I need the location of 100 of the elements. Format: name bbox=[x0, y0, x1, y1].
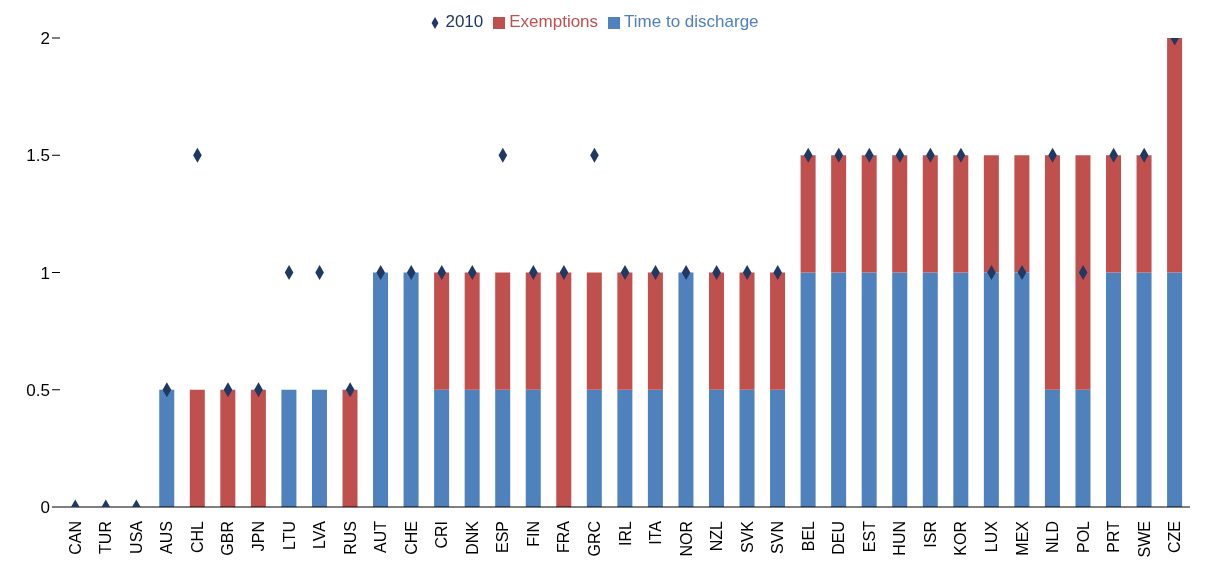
bar bbox=[220, 389, 236, 507]
bar bbox=[281, 389, 297, 507]
bar bbox=[586, 389, 602, 507]
x-tick-label: FRA bbox=[555, 520, 573, 553]
bar bbox=[495, 272, 511, 390]
y-tick-label: 1.5 bbox=[26, 146, 50, 166]
x-tick-label: SVK bbox=[738, 520, 756, 554]
bar bbox=[678, 272, 694, 507]
x-tick-label: HUN bbox=[891, 521, 909, 556]
bar bbox=[953, 155, 969, 273]
bar bbox=[861, 155, 877, 273]
bar bbox=[892, 272, 908, 507]
bar bbox=[617, 389, 633, 507]
bar bbox=[1106, 272, 1122, 507]
x-tick-label: CHL bbox=[188, 520, 206, 554]
bar bbox=[708, 272, 724, 390]
x-tick-label: NLD bbox=[1044, 521, 1062, 554]
bar bbox=[250, 389, 266, 507]
x-tick-label: EST bbox=[860, 520, 878, 553]
bar bbox=[525, 272, 541, 390]
bar bbox=[1106, 155, 1122, 273]
bar bbox=[373, 272, 389, 507]
x-tick-label: DNK bbox=[463, 520, 481, 555]
x-tick-label: DEU bbox=[830, 521, 848, 555]
bar bbox=[831, 155, 847, 273]
bar bbox=[800, 272, 816, 507]
bar bbox=[1014, 272, 1030, 507]
bar bbox=[556, 272, 572, 507]
x-tick-label: ITA bbox=[647, 520, 665, 545]
bar bbox=[1014, 155, 1030, 273]
bar bbox=[861, 272, 877, 507]
x-tick-label: CHE bbox=[402, 521, 420, 555]
bar bbox=[1075, 155, 1091, 390]
bar bbox=[1044, 389, 1060, 507]
bar bbox=[739, 389, 755, 507]
x-tick-label: LUX bbox=[982, 520, 1000, 553]
bar bbox=[1044, 155, 1060, 390]
bar bbox=[434, 389, 450, 507]
bar bbox=[159, 389, 175, 507]
x-tick-label: AUT bbox=[372, 520, 390, 553]
legend-label: Exemptions bbox=[509, 12, 599, 31]
bar bbox=[586, 272, 602, 390]
x-tick-label: ISR bbox=[921, 521, 939, 548]
y-tick-label: 2 bbox=[40, 29, 50, 49]
x-tick-label: ESP bbox=[494, 521, 512, 554]
y-tick-label: 1 bbox=[40, 263, 50, 283]
bar bbox=[189, 389, 205, 507]
y-tick-label: 0 bbox=[40, 498, 50, 518]
bar bbox=[922, 155, 938, 273]
bar bbox=[403, 272, 419, 507]
bar bbox=[770, 389, 786, 507]
bar bbox=[342, 389, 358, 507]
x-tick-label: CRI bbox=[433, 521, 451, 549]
bar bbox=[525, 389, 541, 507]
bar bbox=[495, 389, 511, 507]
bar bbox=[1136, 155, 1152, 273]
bar bbox=[983, 155, 999, 273]
bar bbox=[1075, 389, 1091, 507]
x-tick-label: JPN bbox=[250, 521, 268, 552]
x-tick-label: FIN bbox=[524, 521, 542, 547]
bar bbox=[1167, 272, 1183, 507]
bar bbox=[617, 272, 633, 390]
x-tick-label: SVN bbox=[769, 521, 787, 554]
x-tick-label: NOR bbox=[677, 521, 695, 557]
bar bbox=[647, 272, 663, 390]
x-tick-label: LVA bbox=[311, 520, 329, 549]
bar bbox=[708, 389, 724, 507]
x-tick-label: PRT bbox=[1105, 520, 1123, 553]
bar bbox=[892, 155, 908, 273]
x-tick-label: TUR bbox=[97, 521, 115, 554]
x-tick-label: SWE bbox=[1135, 521, 1153, 558]
bar bbox=[953, 272, 969, 507]
bar bbox=[983, 272, 999, 507]
legend-label: Time to discharge bbox=[624, 12, 759, 31]
bar bbox=[464, 389, 480, 507]
x-tick-label: LTU bbox=[280, 521, 298, 551]
x-tick-label: GRC bbox=[585, 521, 603, 557]
y-tick-label: 0.5 bbox=[26, 380, 50, 400]
x-tick-label: USA bbox=[127, 520, 145, 554]
bar bbox=[800, 155, 816, 273]
x-tick-label: IRL bbox=[616, 520, 634, 546]
bar bbox=[1136, 272, 1152, 507]
bar bbox=[311, 389, 327, 507]
bar bbox=[739, 272, 755, 390]
x-tick-label: BEL bbox=[799, 520, 817, 552]
x-tick-label: CAN bbox=[66, 521, 84, 555]
bar bbox=[922, 272, 938, 507]
bar bbox=[770, 272, 786, 390]
x-tick-label: CZE bbox=[1166, 521, 1184, 553]
x-tick-label: RUS bbox=[341, 521, 359, 555]
bar bbox=[831, 272, 847, 507]
x-tick-label: MEX bbox=[1013, 520, 1031, 556]
legend-label: 2010 bbox=[445, 12, 484, 31]
x-tick-label: GBR bbox=[219, 521, 237, 556]
x-tick-label: POL bbox=[1074, 520, 1092, 554]
x-tick-label: AUS bbox=[158, 521, 176, 554]
bar bbox=[647, 389, 663, 507]
bar bbox=[464, 272, 480, 390]
x-tick-label: KOR bbox=[952, 521, 970, 556]
bar bbox=[434, 272, 450, 390]
